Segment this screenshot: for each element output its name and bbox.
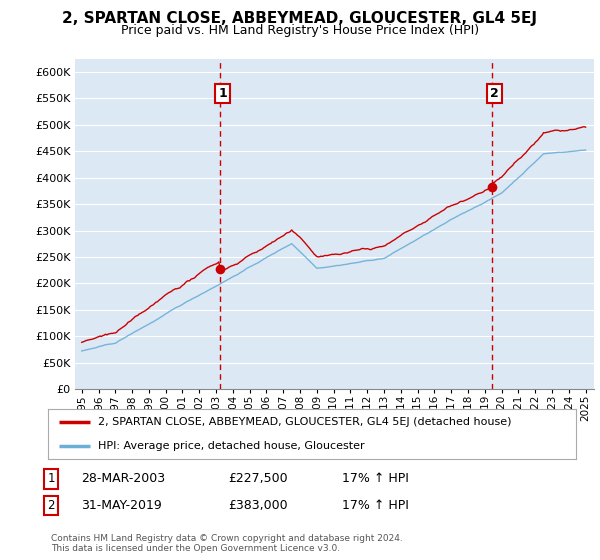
Text: 31-MAY-2019: 31-MAY-2019 xyxy=(81,499,162,512)
Text: 1: 1 xyxy=(218,87,227,100)
Text: 2: 2 xyxy=(490,87,499,100)
Text: 17% ↑ HPI: 17% ↑ HPI xyxy=(342,472,409,486)
Text: £383,000: £383,000 xyxy=(228,499,287,512)
Text: Contains HM Land Registry data © Crown copyright and database right 2024.
This d: Contains HM Land Registry data © Crown c… xyxy=(51,534,403,553)
Text: 17% ↑ HPI: 17% ↑ HPI xyxy=(342,499,409,512)
Text: £227,500: £227,500 xyxy=(228,472,287,486)
Text: HPI: Average price, detached house, Gloucester: HPI: Average price, detached house, Glou… xyxy=(98,441,365,451)
Text: 2, SPARTAN CLOSE, ABBEYMEAD, GLOUCESTER, GL4 5EJ: 2, SPARTAN CLOSE, ABBEYMEAD, GLOUCESTER,… xyxy=(62,11,538,26)
Text: 28-MAR-2003: 28-MAR-2003 xyxy=(81,472,165,486)
Text: 2, SPARTAN CLOSE, ABBEYMEAD, GLOUCESTER, GL4 5EJ (detached house): 2, SPARTAN CLOSE, ABBEYMEAD, GLOUCESTER,… xyxy=(98,417,512,427)
Text: Price paid vs. HM Land Registry's House Price Index (HPI): Price paid vs. HM Land Registry's House … xyxy=(121,24,479,36)
Text: 1: 1 xyxy=(47,472,55,486)
Text: 2: 2 xyxy=(47,499,55,512)
